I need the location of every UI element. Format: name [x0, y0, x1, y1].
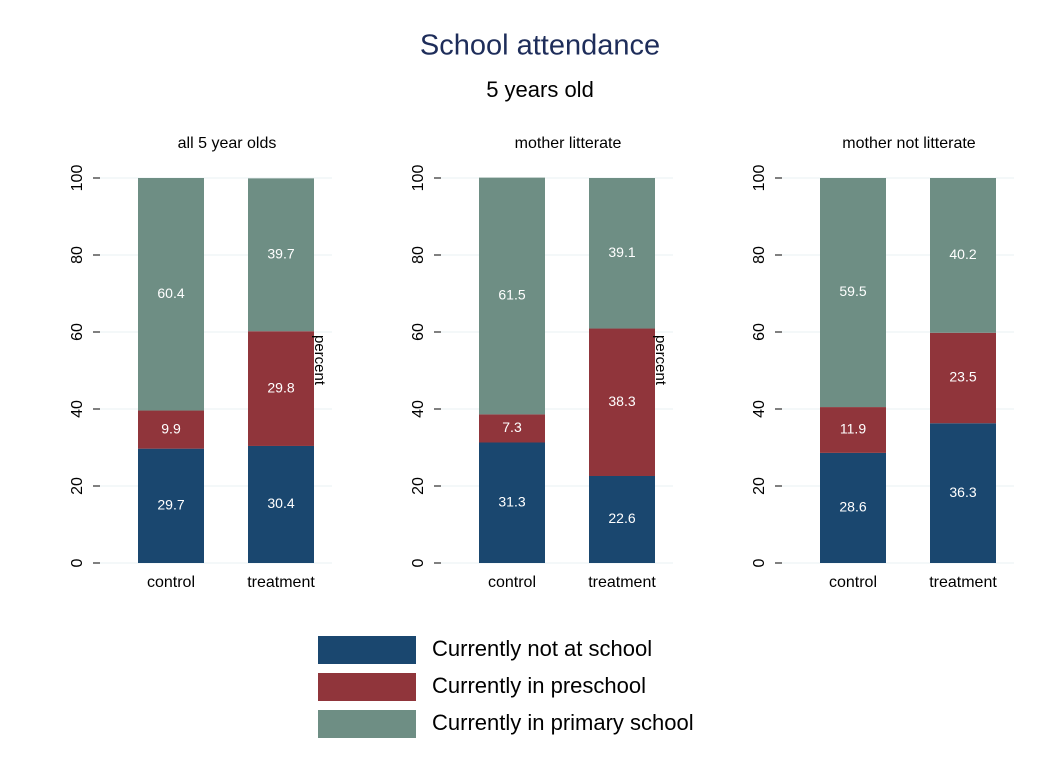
y-tick-label: 60 — [410, 323, 427, 341]
legend-swatch — [318, 673, 416, 701]
y-tick-label: 40 — [751, 400, 768, 418]
value-label: 59.5 — [839, 283, 866, 299]
bar-segment — [820, 178, 886, 408]
value-label: 39.1 — [608, 244, 635, 260]
y-tick-label: 80 — [410, 246, 427, 264]
bar-segment — [589, 328, 655, 476]
chart-subtitle: 5 years old — [486, 77, 594, 102]
value-label: 30.4 — [267, 495, 294, 511]
x-tick-label: treatment — [247, 574, 315, 591]
chart-title: School attendance — [420, 30, 660, 62]
bar-segment — [479, 414, 545, 443]
value-label: 60.4 — [157, 285, 184, 301]
value-label: 9.9 — [161, 420, 181, 436]
bar-segment — [930, 423, 996, 563]
value-label: 61.5 — [498, 287, 525, 303]
y-tick-label: 40 — [69, 400, 86, 418]
bar-segment — [820, 407, 886, 453]
value-label: 36.3 — [949, 484, 976, 500]
y-tick-label: 0 — [751, 558, 768, 567]
y-tick-label: 0 — [410, 558, 427, 567]
bar-segment — [930, 332, 996, 424]
value-label: 23.5 — [949, 369, 976, 385]
legend-label: Currently not at school — [432, 636, 652, 661]
bar-segment — [138, 448, 204, 563]
y-tick-label: 100 — [410, 165, 427, 192]
y-tick-label: 100 — [751, 165, 768, 192]
bar-segment — [589, 475, 655, 563]
panel-title: mother litterate — [515, 135, 622, 152]
x-tick-label: control — [829, 574, 877, 591]
bar-segment — [138, 178, 204, 411]
legend-swatch — [318, 710, 416, 738]
value-label: 11.9 — [840, 421, 866, 437]
bar-segment — [479, 442, 545, 563]
bar-segment — [820, 452, 886, 563]
y-axis-title: percent — [652, 335, 669, 386]
y-tick-label: 60 — [751, 323, 768, 341]
bar-segment — [138, 410, 204, 449]
value-label: 29.7 — [157, 497, 184, 513]
value-label: 38.3 — [608, 393, 635, 409]
value-label: 28.6 — [839, 499, 866, 515]
bar-segment — [248, 445, 314, 563]
value-label: 7.3 — [502, 419, 522, 435]
x-tick-label: control — [488, 574, 536, 591]
y-axis-title: percent — [311, 335, 328, 386]
x-tick-label: treatment — [929, 574, 997, 591]
y-tick-label: 80 — [69, 246, 86, 264]
value-label: 39.7 — [267, 246, 294, 262]
y-tick-label: 80 — [751, 246, 768, 264]
bar-segment — [589, 178, 655, 329]
y-tick-label: 20 — [69, 477, 86, 495]
panel-title: mother not litterate — [842, 135, 976, 152]
bar-segment — [248, 331, 314, 446]
legend-swatch — [318, 636, 416, 664]
value-label: 22.6 — [608, 510, 635, 526]
value-label: 40.2 — [949, 246, 976, 262]
bar-segment — [479, 177, 545, 415]
value-label: 29.8 — [267, 379, 294, 395]
y-tick-label: 40 — [410, 400, 427, 418]
y-tick-label: 20 — [751, 477, 768, 495]
legend-label: Currently in preschool — [432, 673, 646, 698]
value-label: 31.3 — [498, 493, 525, 509]
panel-title: all 5 year olds — [178, 135, 277, 152]
bar-segment — [248, 178, 314, 332]
bar-segment — [930, 178, 996, 333]
x-tick-label: control — [147, 574, 195, 591]
y-tick-label: 100 — [69, 165, 86, 192]
y-tick-label: 0 — [69, 558, 86, 567]
y-tick-label: 20 — [410, 477, 427, 495]
x-tick-label: treatment — [588, 574, 656, 591]
y-tick-label: 60 — [69, 323, 86, 341]
legend-label: Currently in primary school — [432, 710, 694, 735]
